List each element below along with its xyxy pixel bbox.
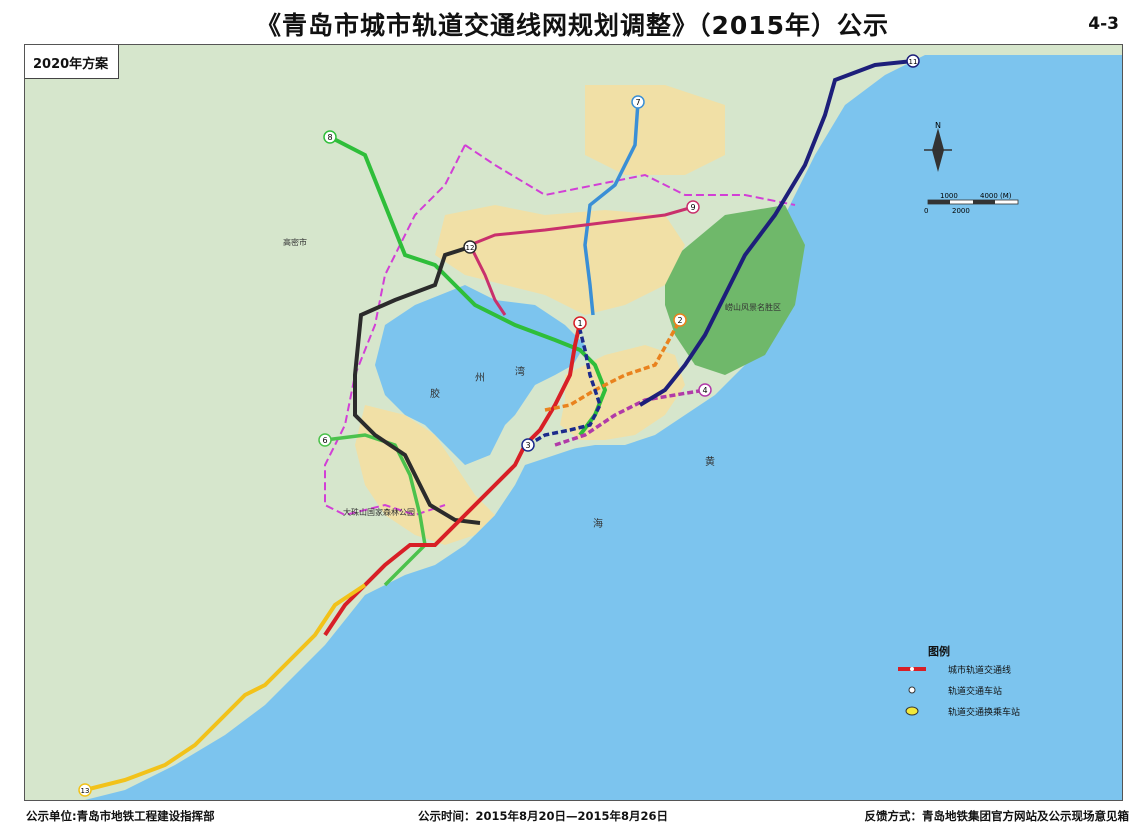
badge-line-2: [673, 313, 687, 327]
scale-label-0: 0: [924, 207, 928, 215]
badge-line-6: [318, 433, 332, 447]
planning-boundary: [324, 144, 796, 517]
station-badges: 8 7 9 11 12 1 2 3 4 6 13: [78, 54, 920, 797]
badge-line-8-text: 8: [327, 133, 332, 142]
badge-line-9-text: 9: [690, 203, 695, 212]
line-9: [468, 205, 694, 316]
badge-line-13: [78, 783, 92, 797]
badge-line-7-text: 7: [635, 98, 640, 107]
station-icon: [908, 686, 916, 694]
badge-line-9: [686, 200, 700, 214]
sea-label-zhou: 州: [475, 372, 485, 384]
urban-area-city: [560, 345, 685, 440]
footer-period: 公示时间：2015年8月20日—2015年8月26日: [418, 809, 669, 823]
line-4: [554, 388, 706, 447]
line-11: [638, 59, 914, 407]
header: 《青岛市城市轨道交通线网规划调整》（2015年）公示 4-3: [0, 0, 1145, 44]
north-label: N: [935, 121, 941, 130]
badge-line-11-text: 11: [909, 58, 918, 66]
line-1: [323, 322, 582, 637]
badge-line-12-text: 12: [466, 244, 475, 252]
legend-item-line: 城市轨道交通线: [888, 662, 1076, 676]
badge-line-3-text: 3: [525, 441, 530, 450]
place-label-laoshan: 崂山风景名胜区: [725, 302, 781, 312]
sea-label-jiao: 胶: [430, 387, 440, 400]
badge-line-3: [521, 438, 535, 452]
badge-line-4-text: 4: [702, 386, 707, 395]
sea-label-wan: 湾: [515, 365, 525, 378]
urban-area-northcity: [585, 85, 725, 175]
badge-line-2-text: 2: [677, 316, 682, 325]
place-label-gaomi: 高密市: [283, 237, 307, 247]
map-frame[interactable]: 8 7 9 11 12 1 2 3 4 6 13 胶 州 湾 黄 海: [24, 44, 1123, 801]
line-13: [84, 583, 367, 792]
place-label-dazhushan: 大珠山国家森林公园: [343, 507, 415, 517]
footer-publisher: 公示单位:青岛市地铁工程建设指挥部: [26, 809, 215, 823]
urban-area-huangdao: [355, 405, 495, 545]
legend-item-station: 轨道交通车站: [888, 683, 1076, 697]
scale-label-4000: 4000 (M): [980, 192, 1012, 200]
badge-line-12: [463, 240, 477, 254]
legend-label-station: 轨道交通车站: [948, 687, 1003, 697]
legend-label-transfer: 轨道交通换乘车站: [948, 708, 1021, 718]
scale-bar: 1000 4000 (M) 0 2000: [900, 190, 1030, 220]
page-title: 《青岛市城市轨道交通线网规划调整》（2015年）公示: [255, 11, 890, 40]
legend-label-line: 城市轨道交通线: [948, 666, 1012, 676]
scale-label-1000: 1000: [940, 192, 958, 200]
line-12: [353, 245, 481, 525]
line-7: [583, 101, 640, 316]
transfer-station-icon: [905, 706, 919, 716]
rail-line-icon: [898, 667, 926, 671]
legend-title: 图例: [928, 645, 950, 658]
legend-item-transfer: 轨道交通换乘车站: [888, 704, 1076, 718]
map-canvas: 8 7 9 11 12 1 2 3 4 6 13 胶 州 湾 黄 海: [25, 45, 1122, 800]
legend: 图例 城市轨道交通线 轨道交通车站 轨道交通换乘车站: [888, 640, 1076, 732]
footer-feedback: 反馈方式：青岛地铁集团官方网站及公示现场意见箱: [864, 809, 1130, 823]
footer: 公示单位:青岛市地铁工程建设指挥部 公示时间：2015年8月20日—2015年8…: [0, 806, 1145, 826]
laoshan-forest: [665, 205, 805, 375]
badge-line-8: [323, 130, 337, 144]
sea-label-hai: 海: [593, 517, 603, 530]
north-arrow-icon: N: [924, 121, 952, 172]
sheet-number: 4-3: [1088, 14, 1119, 34]
badge-line-4: [698, 383, 712, 397]
badge-line-13-text: 13: [81, 787, 90, 795]
line-3: [527, 329, 602, 447]
sea-label-huang: 黄: [705, 455, 715, 468]
urban-area-north: [435, 205, 685, 315]
badge-line-1-text: 1: [577, 319, 582, 328]
line-2: [544, 319, 682, 412]
north-arrow: N: [918, 120, 958, 180]
badge-line-1: [573, 316, 587, 330]
line-6: [324, 433, 427, 587]
badge-line-6-text: 6: [322, 436, 327, 445]
badge-line-11: [906, 54, 920, 68]
scheme-label: 2020年方案: [25, 45, 120, 79]
scale-label-2000: 2000: [952, 207, 970, 215]
badge-line-7: [631, 95, 645, 109]
